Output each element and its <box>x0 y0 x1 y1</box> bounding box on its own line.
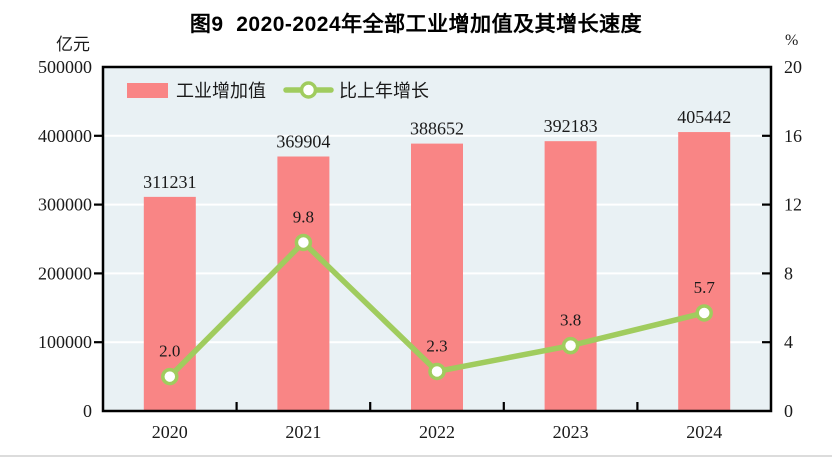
right-axis-tick-label: 12 <box>784 195 802 215</box>
left-axis-tick-label: 100000 <box>38 332 92 352</box>
marker-2023 <box>561 336 580 355</box>
bar-2021 <box>277 156 330 411</box>
right-axis-tick-label: 8 <box>784 263 793 283</box>
marker-2021 <box>294 233 313 252</box>
x-axis-label-2023: 2023 <box>553 422 589 442</box>
legend-line-label: 比上年增长 <box>339 81 429 101</box>
legend-bar-label: 工业增加值 <box>176 81 266 101</box>
bar-value-2022: 388652 <box>410 119 464 139</box>
marker-2024 <box>695 304 713 322</box>
line-value-2020: 2.0 <box>159 342 180 361</box>
left-axis-tick-label: 200000 <box>38 263 92 283</box>
left-axis-tick-label: 300000 <box>38 195 92 215</box>
bar-value-2023: 392183 <box>544 116 598 136</box>
right-axis-tick-label: 16 <box>784 126 802 146</box>
right-axis-tick-label: 20 <box>784 57 802 77</box>
line-value-2023: 3.8 <box>560 311 581 330</box>
bar-value-2021: 369904 <box>276 132 330 152</box>
bar-value-2020: 311231 <box>143 172 196 192</box>
x-axis-label-2024: 2024 <box>686 422 722 442</box>
x-axis-label-2020: 2020 <box>152 422 188 442</box>
right-axis-unit-label: % <box>785 32 799 49</box>
x-axis-label-2021: 2021 <box>285 422 321 442</box>
bar-2024 <box>678 132 731 411</box>
line-value-2021: 9.8 <box>293 207 314 226</box>
right-axis-tick-label: 4 <box>784 332 793 352</box>
line-value-2024: 5.7 <box>694 278 716 297</box>
left-axis-tick-label: 500000 <box>38 57 92 77</box>
bar-2023 <box>544 141 597 411</box>
left-axis-tick-label: 400000 <box>38 126 92 146</box>
right-axis-tick-label: 0 <box>784 401 793 421</box>
legend-line-marker <box>299 81 318 99</box>
page-separator-line <box>0 455 832 457</box>
left-axis-unit-label: 亿元 <box>56 35 90 54</box>
marker-2020 <box>161 367 179 386</box>
bar-value-2024: 405442 <box>677 107 731 127</box>
left-axis-tick-label: 0 <box>83 401 92 421</box>
chart-title: 图9 2020-2024年全部工业增加值及其增长速度 <box>189 13 643 36</box>
plot-border <box>101 65 773 413</box>
x-axis-label-2022: 2022 <box>419 422 455 442</box>
legend-bar-swatch <box>127 83 168 98</box>
marker-2022 <box>428 362 446 381</box>
line-value-2022: 2.3 <box>426 336 447 355</box>
